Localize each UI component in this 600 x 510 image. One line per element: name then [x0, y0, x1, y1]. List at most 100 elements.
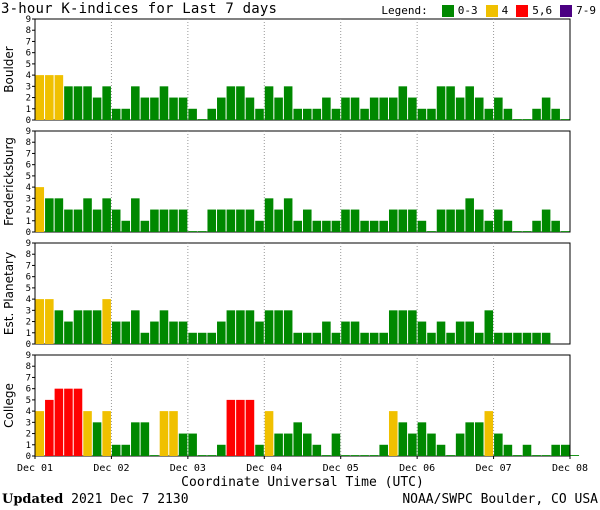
k-index-bar	[303, 108, 312, 120]
y-tick-label: 0	[26, 116, 31, 126]
k-index-bar	[474, 332, 484, 344]
k-index-bar	[484, 220, 494, 232]
y-tick-label: 7	[26, 149, 31, 159]
k-index-bar	[331, 108, 341, 120]
k-index-bar	[274, 433, 283, 456]
y-tick-label: 0	[26, 452, 31, 462]
y-tick-label: 9	[26, 351, 31, 361]
k-index-bar	[341, 97, 350, 120]
k-index-bar	[169, 97, 178, 120]
k-index-bar	[131, 422, 140, 456]
k-index-bar	[64, 209, 73, 232]
k-index-bar	[551, 108, 560, 120]
y-tick-label: 3	[26, 306, 31, 316]
k-index-bar	[217, 321, 226, 344]
k-index-bar	[484, 310, 494, 344]
legend-swatch-purple	[560, 4, 573, 17]
x-tick-label: Dec 06	[399, 463, 435, 474]
k-index-bar	[111, 321, 121, 344]
k-index-bar	[255, 220, 264, 232]
k-index-bar	[522, 231, 532, 232]
k-index-bar	[188, 108, 197, 120]
y-tick-label: 6	[26, 273, 31, 283]
k-index-bar	[560, 231, 570, 232]
k-index-bar	[503, 444, 513, 456]
k-index-bar	[178, 321, 188, 344]
y-tick-label: 8	[26, 362, 31, 372]
x-tick-label: Dec 01	[17, 463, 53, 474]
k-index-bar	[150, 209, 159, 232]
x-tick-label: Dec 03	[170, 463, 206, 474]
k-index-bar	[417, 220, 427, 232]
credit-text: NOAA/SWPC Boulder, CO USA	[402, 492, 598, 507]
k-index-bar	[446, 332, 455, 344]
k-index-bar	[541, 455, 551, 456]
k-index-bar	[255, 321, 264, 344]
k-index-bar	[236, 310, 245, 344]
panel-frame	[34, 354, 571, 457]
k-index-bar	[54, 198, 64, 232]
k-index-bar	[474, 97, 484, 120]
legend-item-5-6: 5,6	[516, 4, 552, 17]
legend-item-label: 7-9	[576, 4, 596, 17]
k-index-bar	[331, 332, 341, 344]
k-index-bar	[207, 108, 217, 120]
y-tick-label: 7	[26, 261, 31, 271]
y-tick-label: 6	[26, 49, 31, 59]
k-index-bar	[102, 411, 111, 456]
legend-swatch-red	[516, 4, 529, 17]
x-tick-label: Dec 04	[246, 463, 282, 474]
k-index-bar	[283, 310, 293, 344]
k-index-bar	[455, 321, 465, 344]
y-tick-label: 4	[26, 183, 31, 193]
k-index-bar	[474, 209, 484, 232]
panel-label: Est. Planetary	[2, 252, 16, 335]
updated-label: Updated	[2, 492, 64, 507]
k-index-bar	[369, 220, 379, 232]
legend: Legend: 0-3 4 5,6 7-9	[381, 4, 596, 17]
x-tick-label: Dec 02	[93, 463, 129, 474]
k-index-bar	[303, 209, 312, 232]
k-index-bar	[446, 209, 455, 232]
k-index-bar	[150, 321, 159, 344]
k-index-bar	[150, 97, 159, 120]
k-index-bar	[303, 433, 312, 456]
x-axis-label: Coordinate Universal Time (UTC)	[181, 475, 424, 490]
y-tick-label: 6	[26, 161, 31, 171]
chart-title: 3-hour K-indices for Last 7 days	[1, 1, 278, 17]
k-index-bar	[121, 220, 131, 232]
k-index-bar	[83, 411, 92, 456]
k-index-bar	[398, 422, 408, 456]
k-index-bar	[465, 321, 474, 344]
k-index-bar	[436, 444, 446, 456]
k-index-bar	[245, 97, 255, 120]
y-tick-label: 3	[26, 82, 31, 92]
k-index-bar	[408, 97, 417, 120]
k-index-bar	[532, 108, 541, 120]
k-index-bar	[64, 86, 73, 120]
panel-frame	[34, 18, 571, 121]
k-index-bar	[217, 97, 226, 120]
y-tick-label: 5	[26, 172, 31, 182]
panel-frame	[34, 242, 571, 345]
y-tick-label: 6	[26, 385, 31, 395]
k-index-bar	[455, 433, 465, 456]
k-index-bar	[217, 209, 226, 232]
k-index-bar	[121, 444, 131, 456]
k-index-bar	[274, 97, 283, 120]
legend-item-7-9: 7-9	[560, 4, 596, 17]
y-tick-label: 9	[26, 239, 31, 249]
k-index-bar	[541, 332, 551, 344]
k-index-bar	[484, 108, 494, 120]
k-index-bar	[54, 75, 64, 120]
y-tick-label: 2	[26, 318, 31, 328]
k-index-bar	[484, 411, 494, 456]
k-index-bar	[474, 422, 484, 456]
k-index-bar	[360, 455, 369, 456]
k-index-bar	[35, 411, 45, 456]
k-index-bar	[455, 97, 465, 120]
k-index-bar	[388, 310, 398, 344]
k-index-bar	[178, 209, 188, 232]
k-index-bar	[360, 332, 369, 344]
y-tick-label: 1	[26, 441, 31, 451]
